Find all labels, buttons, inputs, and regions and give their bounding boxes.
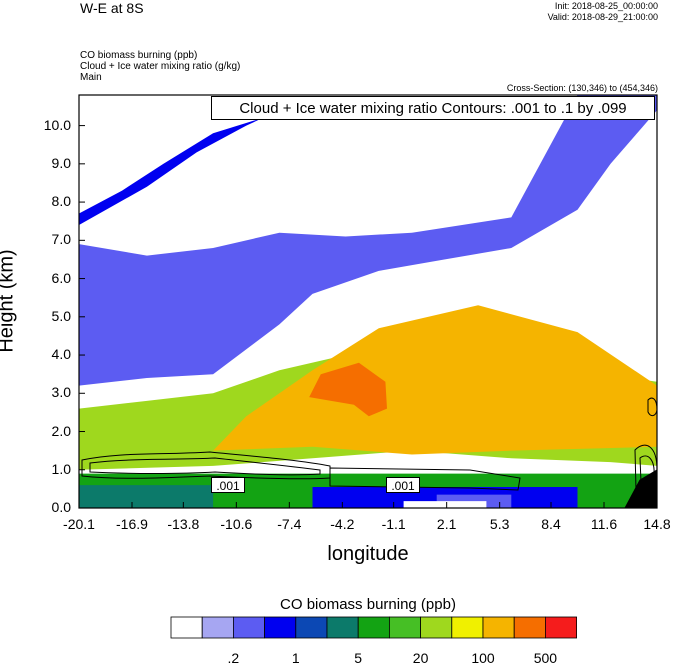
co-shaded-regions (79, 95, 657, 508)
colorbar-swatch (357, 616, 390, 639)
y-tick-label: 1.0 (51, 460, 71, 477)
x-tick-label: 11.6 (590, 516, 618, 532)
y-tick-label: 8.0 (51, 193, 71, 210)
y-tick-label: 3.0 (51, 384, 71, 401)
x-tick-label: 5.3 (489, 516, 510, 532)
colorbar-label: 100 (471, 650, 495, 666)
field-label-main: Main (80, 72, 102, 83)
y-tick-label: 7.0 (51, 231, 71, 248)
colorbar-label: .2 (227, 650, 240, 666)
colorbar-swatch (295, 616, 328, 639)
x-tick-label: -4.2 (330, 516, 355, 532)
colorbar-swatch (545, 616, 578, 639)
colorbar-label: 20 (412, 650, 429, 666)
y-tick-label: 6.0 (51, 269, 71, 286)
region-red-core (309, 362, 387, 417)
x-tick-label: -16.9 (116, 516, 148, 532)
colorbar-swatch (201, 616, 234, 639)
x-tick-label: -20.1 (63, 516, 95, 532)
colorbar-label: 1 (291, 650, 300, 666)
x-tick-label: -7.4 (277, 516, 302, 532)
y-tick-label: 4.0 (51, 346, 71, 363)
region-upper-dark-blue-band (79, 110, 280, 225)
colorbar-swatch (513, 616, 546, 639)
y-tick-label: 0.0 (51, 499, 71, 515)
colorbar-swatch (482, 616, 515, 639)
colorbar-swatch (451, 616, 484, 639)
x-axis-ticks (78, 502, 658, 508)
y-axis-ticks (79, 125, 85, 509)
colorbar-swatch (326, 616, 359, 639)
region-upper-white (79, 95, 561, 241)
x-tick-label: -13.8 (167, 516, 200, 532)
y-tick-label: 10.0 (43, 116, 71, 133)
valid-time: Valid: 2018-08-29_21:00:00 (547, 12, 658, 22)
colorbar-swatch (170, 616, 203, 639)
colorbar-swatch (232, 616, 265, 639)
colorbar-swatch (388, 616, 421, 639)
contour-label-left: .001 (211, 477, 245, 493)
colorbar-label: 500 (533, 650, 558, 666)
cross-section-label: Cross-Section: (130,346) to (454,346) (506, 83, 658, 93)
y-tick-label: 9.0 (51, 154, 71, 171)
colorbar-swatch (420, 616, 453, 639)
y-tick-label: 2.0 (51, 422, 71, 439)
region-mid-blue-strip (79, 95, 657, 386)
x-tick-label: 14.8 (643, 516, 671, 532)
x-tick-label: -1.1 (381, 516, 406, 532)
colorbar (170, 616, 578, 639)
contour-info-box: Cloud + Ice water mixing ratio Contours:… (211, 96, 655, 120)
cloud-ice-contours (81, 397, 657, 508)
chart-title: W-E at 8S (80, 0, 144, 16)
field-label-cloud: Cloud + Ice water mixing ratio (g/kg) (80, 61, 241, 72)
x-tick-label: -10.6 (220, 516, 253, 532)
colorbar-title: CO biomass burning (ppb) (280, 596, 456, 613)
colorbar-label: 5 (354, 650, 363, 666)
colorbar-swatch (264, 616, 297, 639)
plot-frame (78, 94, 658, 509)
x-axis-label: longitude (327, 543, 409, 565)
init-time: Init: 2018-08-25_00:00:00 (554, 1, 658, 11)
region-white-gap (403, 501, 487, 508)
y-tick-label: 5.0 (51, 307, 71, 324)
region-low-dark-green (79, 485, 214, 508)
contour-label-right: .001 (386, 477, 420, 493)
field-label-co: CO biomass burning (ppb) (80, 50, 198, 61)
y-axis-label: Height (km) (0, 249, 18, 353)
region-orange-plume (213, 305, 657, 455)
x-tick-label: 8.4 (541, 516, 561, 532)
x-tick-label: 2.1 (436, 516, 457, 532)
